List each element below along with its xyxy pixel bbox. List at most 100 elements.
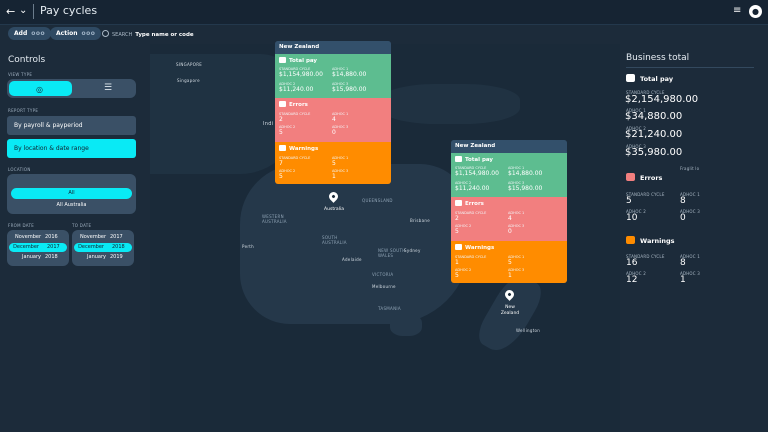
from-date-option[interactable]: November 2016 [7, 233, 69, 242]
to-date-option[interactable]: January 2019 [72, 253, 134, 262]
business-total-pay-heading: Total pay [626, 74, 673, 83]
popup-total-pay: Total pay STANDARD CYCLE $1,154,980.00 A… [451, 153, 567, 197]
sliders-icon[interactable]: ≡ [733, 5, 742, 16]
map-label-singapore-small: SINGAPORE [176, 62, 203, 67]
cell-label: STANDARD CYCLE [455, 211, 487, 215]
cell-label: STANDARD CYCLE [279, 156, 311, 160]
location-popup-b: New Zealand Total pay STANDARD CYCLE $1,… [451, 140, 567, 283]
popup-total-pay: Total pay STANDARD CYCLE $1,154,980.00 A… [275, 54, 391, 98]
cell-value: $11,240.00 [279, 86, 314, 93]
viewtype-toggle: ◎ ☰ [7, 79, 136, 98]
location-sub-label: All Australia [56, 202, 87, 208]
map-label-melbourne: Melbourne [372, 284, 396, 289]
location-label: LOCATION [8, 167, 31, 172]
map-pin-new-zealand[interactable] [503, 288, 516, 301]
tasmania-landmass [390, 314, 422, 336]
cell-value: $1,154,980.00 [279, 71, 323, 78]
section-label: Total pay [465, 157, 494, 163]
chevron-down-icon[interactable]: ⌄ [19, 5, 28, 16]
cell-label: STANDARD CYCLE [455, 166, 487, 170]
popup-title: New Zealand [451, 140, 567, 153]
business-warn-adhoc1-value: 8 [680, 258, 686, 268]
business-std-value: $2,154,980.00 [625, 94, 699, 105]
cell-label: ADHOC 1 [332, 112, 349, 116]
business-adhoc2-value: $21,240.00 [625, 129, 683, 140]
cell-label: ADHOC 3 [332, 125, 349, 129]
cell-label: ADHOC 1 [508, 255, 525, 259]
date-year: 2018 [112, 244, 125, 250]
viewtype-map-option[interactable]: ◎ [9, 81, 72, 96]
wallet-icon [455, 156, 462, 162]
error-icon [626, 173, 635, 181]
papua-landmass [380, 84, 520, 124]
business-adhoc1-label: ADHOC 1 [626, 108, 646, 113]
cell-label: ADHOC 2 [279, 169, 296, 173]
to-date-picker[interactable]: November 2017 December 2018 January 2019 [72, 230, 134, 266]
arrow-left-icon[interactable]: ← [6, 5, 16, 18]
business-err-std-label: STANDARD CYCLE [626, 192, 665, 197]
cell-value: 0 [508, 228, 512, 235]
to-date-option[interactable]: November 2017 [72, 233, 134, 242]
action-button[interactable]: Action ooo [50, 27, 102, 40]
location-popup-a: New Zealand Total pay STANDARD CYCLE $1,… [275, 41, 391, 184]
cell-label: ADHOC 3 [332, 82, 349, 86]
business-total-title: Business total [626, 53, 690, 63]
from-date-picker[interactable]: November 2016 December 2017 January 2018 [7, 230, 69, 266]
cell-value: 5 [332, 160, 336, 167]
cell-label: STANDARD CYCLE [455, 255, 487, 259]
report-by-location-button[interactable]: By location & date range [7, 139, 136, 158]
user-icon[interactable]: ● [749, 5, 762, 18]
viewtype-label: VIEW TYPE [8, 72, 33, 77]
business-err-adhoc3-value: 0 [680, 213, 686, 223]
map-pin-label-new-zealand: New Zealand [500, 305, 520, 316]
cell-label: ADHOC 2 [455, 268, 472, 272]
date-month: December [13, 244, 39, 250]
popup-errors: Errors STANDARD CYCLE 2 ADHOC 1 4 ADHOC … [451, 197, 567, 241]
to-date-selected[interactable]: December 2018 [74, 243, 132, 252]
cell-value: 1 [332, 173, 336, 180]
cell-value: $1,154,980.00 [455, 170, 499, 177]
globe-icon: ◎ [36, 85, 43, 94]
cell-label: ADHOC 3 [508, 268, 525, 272]
cell-value: 4 [332, 116, 336, 123]
from-date-selected[interactable]: December 2017 [9, 243, 67, 252]
business-adhoc3-label: ADHOC 3 [626, 144, 646, 149]
report-by-payroll-button[interactable]: By payroll & payperiod [7, 116, 136, 135]
business-warn-adhoc2-value: 12 [626, 275, 638, 285]
business-tiny-label: Fraglit lo [680, 166, 700, 171]
map-pin-australia[interactable] [327, 190, 340, 203]
map-label-western-australia: WESTERN AUSTRALIA [262, 214, 287, 224]
cell-label: ADHOC 3 [508, 181, 525, 185]
cell-label: ADHOC 1 [508, 211, 525, 215]
popup-warnings: Warnings STANDARD CYCLE 7 ADHOC 1 5 ADHO… [275, 142, 391, 184]
australia-landmass [240, 164, 470, 324]
business-warn-adhoc1-label: ADHOC 1 [680, 254, 700, 259]
heading-label: Errors [640, 174, 663, 182]
section-label: Warnings [289, 146, 319, 152]
date-month: November [14, 234, 41, 240]
cell-label: ADHOC 1 [508, 166, 525, 170]
cell-label: ADHOC 2 [279, 82, 296, 86]
from-date-option[interactable]: January 2018 [7, 253, 69, 262]
search-input[interactable]: SEARCH Type name or code [102, 30, 194, 38]
map-label-brisbane: Brisbane [410, 218, 430, 223]
action-label: Action [56, 30, 78, 37]
business-warn-std-label: STANDARD CYCLE [626, 254, 665, 259]
section-label: Errors [289, 102, 308, 108]
section-label: Total pay [289, 58, 318, 64]
cell-label: ADHOC 3 [332, 169, 349, 173]
cell-value: 5 [455, 272, 459, 279]
business-adhoc3-value: $35,980.00 [625, 147, 683, 158]
section-label: Warnings [465, 245, 495, 251]
list-icon[interactable]: ☰ [104, 83, 113, 93]
map-label-tasmania: TASMANIA [378, 306, 401, 311]
map-label-queensland: QUEENSLAND [362, 198, 393, 203]
location-all-option[interactable]: All [11, 188, 132, 199]
page-title: Pay cycles [40, 4, 98, 17]
add-button[interactable]: Add ooo [8, 27, 52, 40]
toolbar: Add ooo Action ooo SEARCH Type name or code [0, 25, 768, 44]
cell-value: $11,240.00 [455, 185, 490, 192]
cell-value: 2 [279, 116, 283, 123]
map-label-adelaide: Adelaide [342, 257, 362, 262]
date-year: 2019 [110, 254, 123, 260]
